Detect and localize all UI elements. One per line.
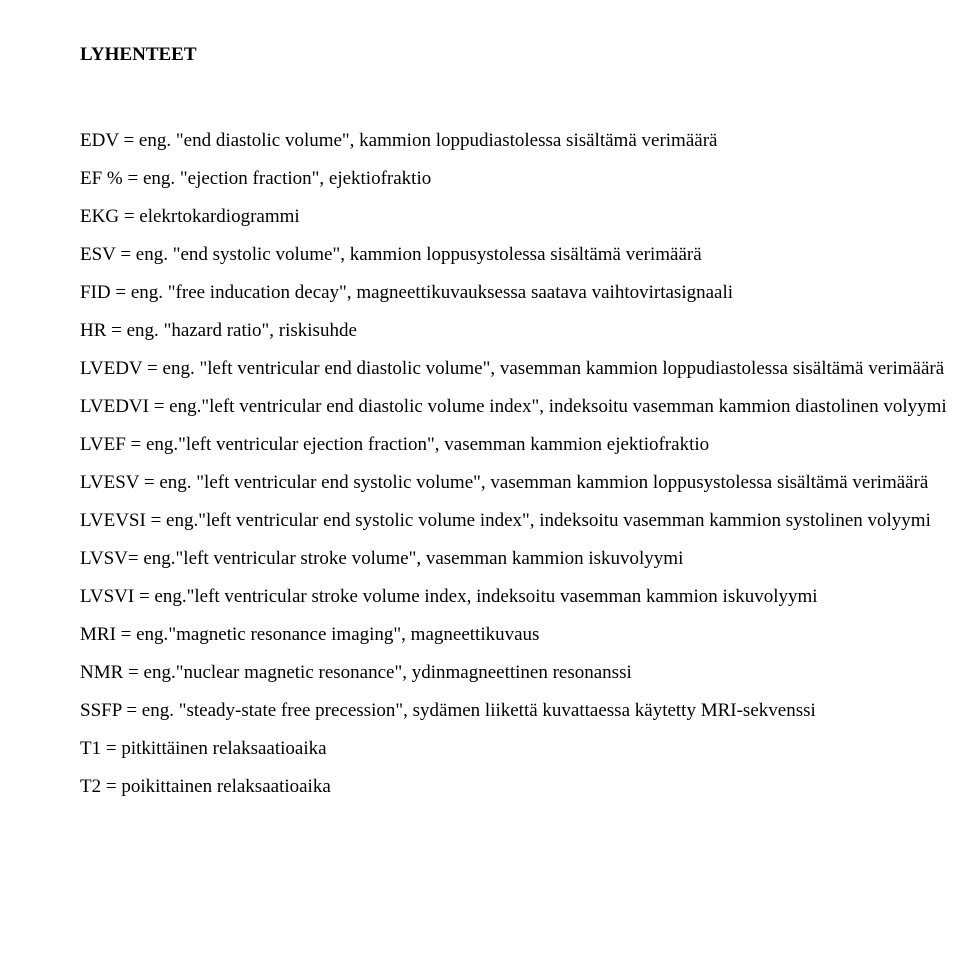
abbreviation-key: LVESV bbox=[80, 472, 139, 493]
abbreviation-entry: HR = eng. "hazard ratio", riskisuhde bbox=[80, 312, 960, 350]
abbreviation-entry: ESV = eng. "end systolic volume", kammio… bbox=[80, 236, 960, 274]
abbreviation-key: LVEDV bbox=[80, 358, 142, 379]
abbreviation-entry: LVEDV = eng. "left ventricular end diast… bbox=[80, 350, 960, 388]
abbreviation-equals: = eng. bbox=[126, 434, 178, 455]
abbreviation-value: pitkittäinen relaksaatioaika bbox=[121, 738, 326, 759]
abbreviation-entry: T1 = pitkittäinen relaksaatioaika bbox=[80, 730, 960, 768]
abbreviation-value: "hazard ratio", riskisuhde bbox=[164, 320, 357, 341]
abbreviation-entry: EF % = eng. "ejection fraction", ejektio… bbox=[80, 160, 960, 198]
abbreviation-value: "left ventricular stroke volume index, i… bbox=[187, 586, 818, 607]
abbreviation-entry: T2 = poikittainen relaksaatioaika bbox=[80, 768, 960, 806]
abbreviation-entry: MRI = eng."magnetic resonance imaging", … bbox=[80, 616, 960, 654]
abbreviation-key: T2 bbox=[80, 776, 101, 797]
abbreviation-equals: = eng. bbox=[134, 586, 186, 607]
abbreviation-equals: = eng. bbox=[123, 168, 180, 189]
abbreviation-value: "nuclear magnetic resonance", ydinmagnee… bbox=[176, 662, 632, 683]
abbreviation-value: "left ventricular ejection fraction", va… bbox=[178, 434, 709, 455]
abbreviation-key: EKG bbox=[80, 206, 119, 227]
abbreviation-key: MRI bbox=[80, 624, 116, 645]
abbreviation-key: LVSV bbox=[80, 548, 128, 569]
abbreviation-key: NMR bbox=[80, 662, 123, 683]
abbreviation-entry: LVSV= eng."left ventricular stroke volum… bbox=[80, 540, 960, 578]
abbreviation-entry: EKG = elekrtokardiogrammi bbox=[80, 198, 960, 236]
abbreviation-key: ESV bbox=[80, 244, 116, 265]
abbreviation-value: "end systolic volume", kammion loppusyst… bbox=[173, 244, 702, 265]
abbreviation-entry: FID = eng. "free inducation decay", magn… bbox=[80, 274, 960, 312]
abbreviation-value: "steady-state free precession", sydämen … bbox=[179, 700, 816, 721]
abbreviation-entry: LVEVSI = eng."left ventricular end systo… bbox=[80, 502, 960, 540]
abbreviation-value: elekrtokardiogrammi bbox=[139, 206, 299, 227]
abbreviation-value: "left ventricular end diastolic volume",… bbox=[199, 358, 944, 379]
abbreviation-equals: = eng. bbox=[142, 358, 199, 379]
abbreviation-key: LVEF bbox=[80, 434, 126, 455]
abbreviation-key: FID bbox=[80, 282, 111, 303]
abbreviation-equals: = bbox=[101, 776, 121, 797]
abbreviation-equals: = eng. bbox=[119, 130, 176, 151]
abbreviation-key: EDV bbox=[80, 130, 119, 151]
abbreviation-value: "left ventricular stroke volume", vasemm… bbox=[176, 548, 684, 569]
abbreviation-equals: = eng. bbox=[106, 320, 163, 341]
abbreviation-list: EDV = eng. "end diastolic volume", kammi… bbox=[80, 122, 960, 806]
abbreviation-key: EF % bbox=[80, 168, 123, 189]
abbreviation-equals: = eng. bbox=[122, 700, 179, 721]
abbreviation-key: LVEVSI bbox=[80, 510, 146, 531]
abbreviation-equals: = eng. bbox=[128, 548, 176, 569]
abbreviation-entry: LVESV = eng. "left ventricular end systo… bbox=[80, 464, 960, 502]
abbreviation-value: "left ventricular end diastolic volume i… bbox=[201, 396, 946, 417]
abbreviation-entry: LVEDVI = eng."left ventricular end diast… bbox=[80, 388, 960, 426]
abbreviation-equals: = bbox=[119, 206, 139, 227]
abbreviation-value: "left ventricular end systolic volume", … bbox=[196, 472, 928, 493]
abbreviation-key: SSFP bbox=[80, 700, 122, 721]
abbreviation-entry: SSFP = eng. "steady-state free precessio… bbox=[80, 692, 960, 730]
abbreviation-entry: LVEF = eng."left ventricular ejection fr… bbox=[80, 426, 960, 464]
abbreviation-key: HR bbox=[80, 320, 106, 341]
abbreviation-key: LVSVI bbox=[80, 586, 134, 607]
abbreviation-key: T1 bbox=[80, 738, 101, 759]
page-heading: LYHENTEET bbox=[80, 36, 960, 74]
abbreviation-value: poikittainen relaksaatioaika bbox=[121, 776, 330, 797]
abbreviation-value: "end diastolic volume", kammion loppudia… bbox=[176, 130, 718, 151]
abbreviation-value: "left ventricular end systolic volume in… bbox=[198, 510, 931, 531]
abbreviation-equals: = eng. bbox=[123, 662, 175, 683]
abbreviation-key: LVEDVI bbox=[80, 396, 149, 417]
abbreviation-value: "free inducation decay", magneettikuvauk… bbox=[168, 282, 733, 303]
abbreviation-equals: = eng. bbox=[139, 472, 196, 493]
abbreviation-entry: EDV = eng. "end diastolic volume", kammi… bbox=[80, 122, 960, 160]
abbreviation-equals: = eng. bbox=[116, 624, 168, 645]
abbreviation-equals: = eng. bbox=[146, 510, 198, 531]
abbreviation-entry: NMR = eng."nuclear magnetic resonance", … bbox=[80, 654, 960, 692]
abbreviation-equals: = eng. bbox=[116, 244, 173, 265]
abbreviation-equals: = eng. bbox=[149, 396, 201, 417]
abbreviation-value: "ejection fraction", ejektiofraktio bbox=[180, 168, 431, 189]
abbreviation-entry: LVSVI = eng."left ventricular stroke vol… bbox=[80, 578, 960, 616]
abbreviation-equals: = eng. bbox=[111, 282, 168, 303]
abbreviation-value: "magnetic resonance imaging", magneettik… bbox=[168, 624, 539, 645]
abbreviation-equals: = bbox=[101, 738, 121, 759]
